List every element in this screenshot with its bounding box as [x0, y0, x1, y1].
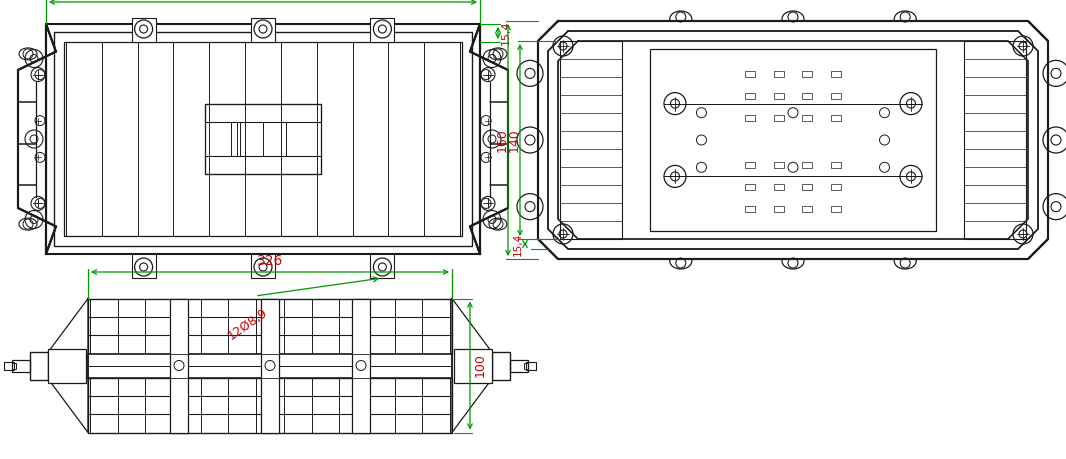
Bar [745, 162, 755, 168]
Bar [745, 93, 755, 99]
Bar [54, 32, 472, 246]
Ellipse shape [894, 11, 916, 27]
Bar [510, 359, 528, 371]
Bar [205, 156, 321, 174]
Bar [131, 254, 156, 278]
Bar [205, 104, 321, 122]
Polygon shape [548, 31, 1038, 249]
Bar [370, 18, 394, 42]
Text: @taepodm: @taepodm [272, 152, 488, 186]
Polygon shape [18, 24, 56, 254]
Bar [803, 185, 812, 190]
Bar [774, 115, 784, 121]
Bar [803, 93, 812, 99]
Bar [830, 162, 841, 168]
Ellipse shape [627, 164, 641, 188]
Bar [30, 352, 48, 380]
Bar [830, 93, 841, 99]
Bar [46, 24, 480, 254]
Bar [745, 185, 755, 190]
Bar [774, 162, 784, 168]
Text: 12Ø8,9: 12Ø8,9 [225, 306, 270, 343]
Bar [830, 206, 841, 212]
Ellipse shape [944, 92, 959, 116]
Bar [231, 122, 263, 156]
Bar [745, 115, 755, 121]
Ellipse shape [944, 164, 959, 188]
Ellipse shape [782, 253, 804, 269]
Bar [4, 362, 14, 369]
Polygon shape [538, 21, 1048, 259]
Bar [830, 185, 841, 190]
Bar [774, 93, 784, 99]
Bar [560, 41, 621, 239]
Text: 15,4: 15,4 [501, 21, 511, 45]
Bar [774, 206, 784, 212]
Bar [524, 363, 528, 369]
Ellipse shape [782, 11, 804, 27]
Bar [205, 104, 321, 174]
Ellipse shape [627, 92, 641, 116]
Ellipse shape [669, 253, 692, 269]
Bar [370, 254, 394, 278]
Bar [745, 206, 755, 212]
Text: 100: 100 [474, 353, 487, 377]
Bar [803, 115, 812, 121]
Bar [88, 353, 452, 377]
Bar [774, 185, 784, 190]
Bar [454, 348, 492, 382]
Ellipse shape [894, 253, 916, 269]
Bar [526, 362, 536, 369]
Bar [205, 122, 237, 156]
Bar [12, 363, 16, 369]
Bar [88, 298, 452, 353]
Bar [774, 72, 784, 78]
Bar [64, 42, 462, 236]
Text: 140: 140 [508, 128, 521, 152]
Bar [131, 18, 156, 42]
Bar [830, 72, 841, 78]
Bar [169, 298, 188, 432]
Polygon shape [558, 41, 1028, 239]
Bar [745, 72, 755, 78]
Bar [251, 254, 275, 278]
Bar [251, 18, 275, 42]
Bar [803, 162, 812, 168]
Bar [261, 298, 279, 432]
Bar [830, 115, 841, 121]
Bar [964, 41, 1025, 239]
Bar [12, 359, 30, 371]
Bar [352, 298, 370, 432]
Bar [492, 352, 510, 380]
Bar [48, 348, 86, 382]
Bar [803, 206, 812, 212]
Text: 15,4: 15,4 [513, 232, 523, 256]
Polygon shape [470, 24, 508, 254]
Ellipse shape [669, 11, 692, 27]
Text: 326: 326 [257, 254, 284, 268]
Text: 160: 160 [496, 128, 508, 152]
Bar [88, 377, 452, 432]
Bar [803, 72, 812, 78]
Bar [650, 49, 936, 231]
